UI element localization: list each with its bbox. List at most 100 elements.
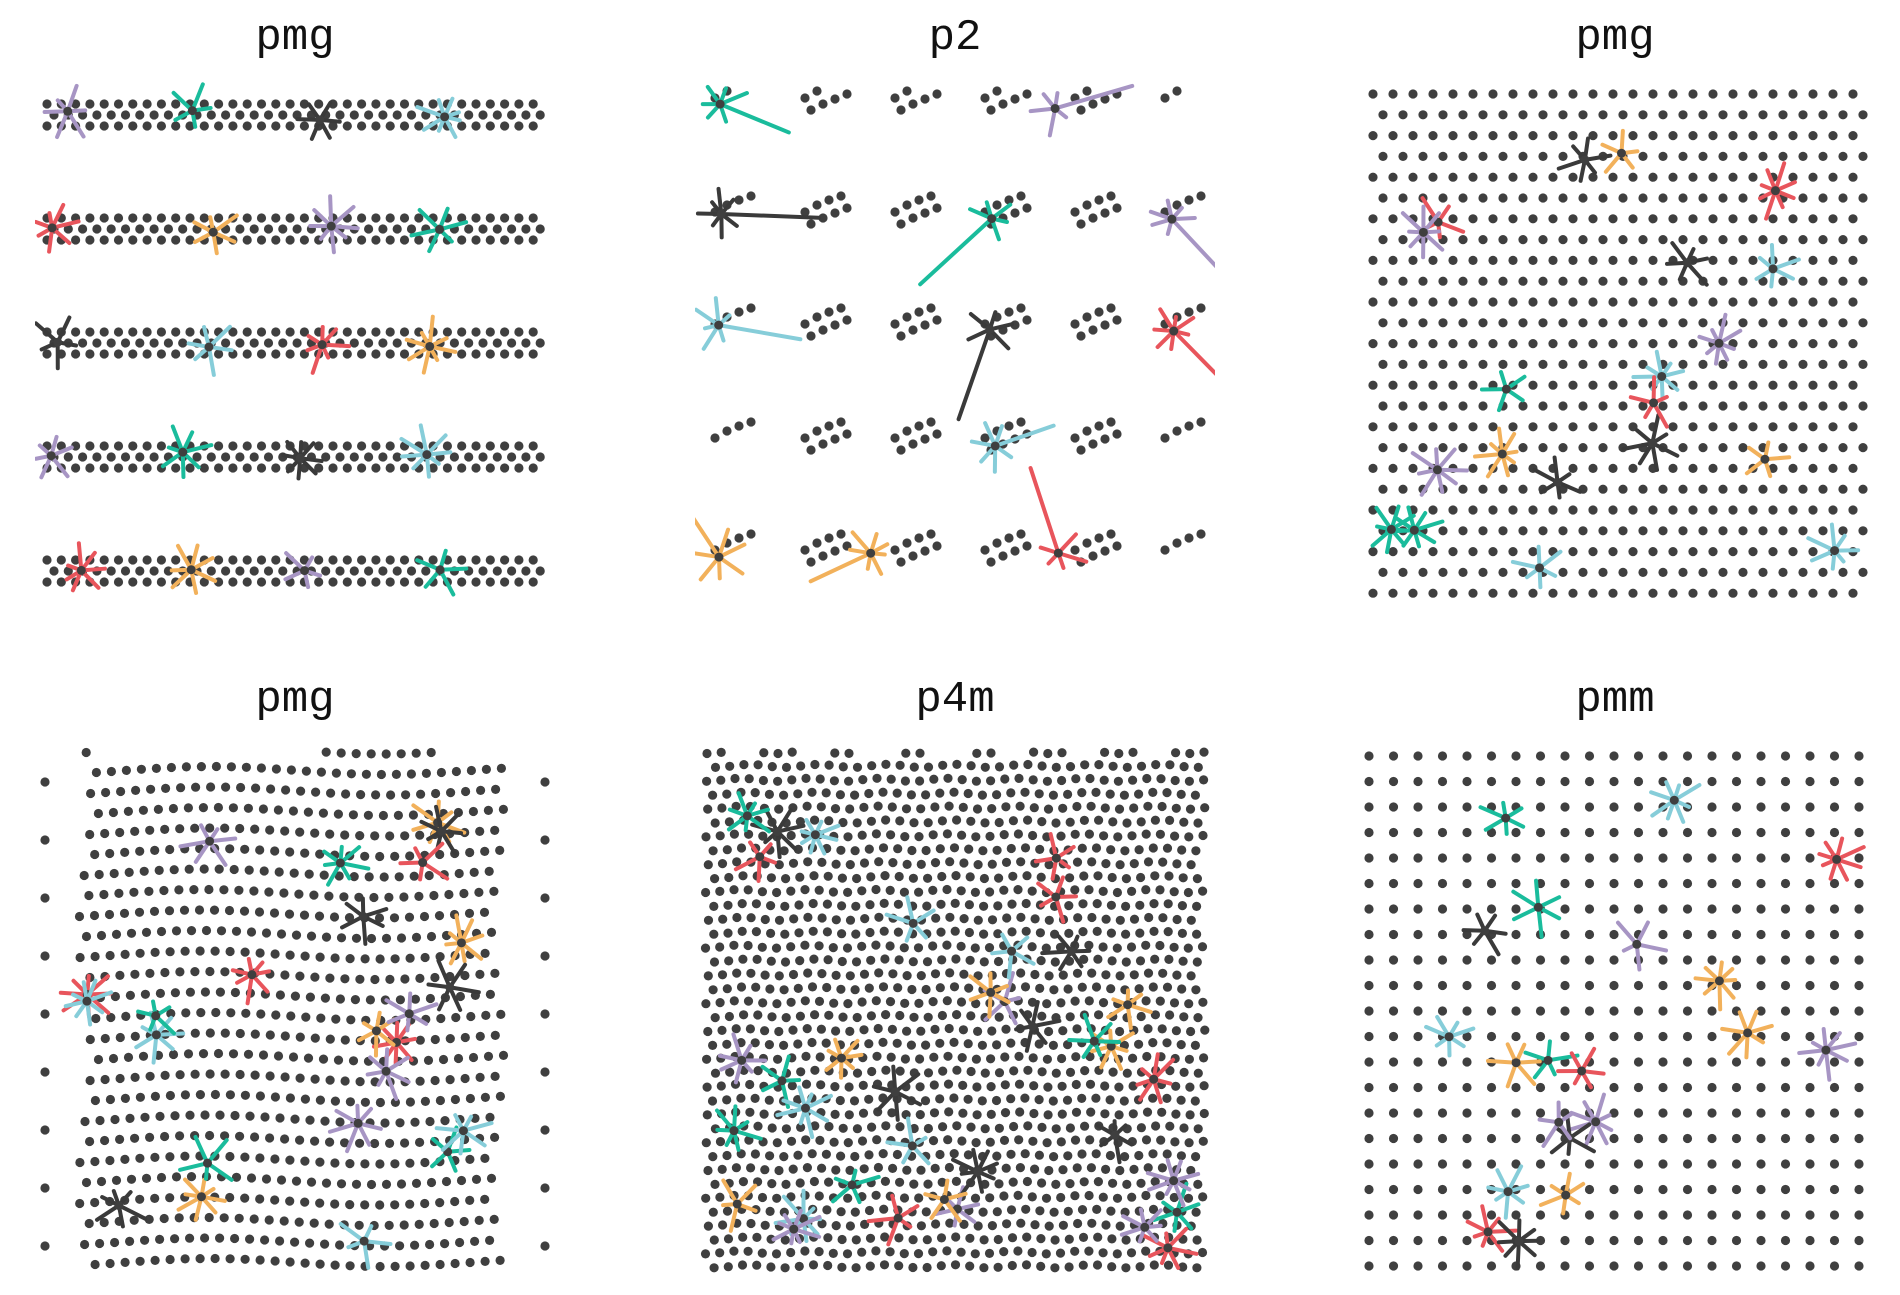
point — [1780, 1057, 1791, 1067]
point — [845, 1165, 855, 1175]
point — [457, 235, 467, 245]
point — [250, 824, 260, 834]
point — [1020, 843, 1031, 853]
point — [345, 1261, 355, 1271]
star-center — [82, 996, 92, 1006]
point — [1608, 214, 1618, 224]
point — [879, 898, 889, 908]
star-arm — [417, 208, 442, 232]
point — [802, 1024, 812, 1034]
point — [881, 815, 891, 825]
star-glyph — [717, 1032, 768, 1085]
point — [184, 864, 194, 874]
point — [780, 901, 790, 911]
point — [199, 99, 209, 109]
point — [1488, 89, 1498, 99]
star-glyph — [356, 1010, 396, 1058]
star-center — [186, 565, 196, 575]
point — [1780, 853, 1791, 863]
star-center — [1444, 1032, 1454, 1042]
point — [932, 541, 942, 551]
point — [757, 1192, 768, 1203]
point — [1518, 235, 1528, 245]
point — [786, 830, 796, 841]
point — [1780, 929, 1791, 940]
point — [718, 914, 728, 924]
point — [280, 1031, 290, 1041]
point — [399, 1220, 409, 1230]
point — [881, 759, 891, 769]
star-center — [893, 1213, 903, 1223]
point — [1808, 588, 1818, 598]
point — [1758, 151, 1768, 161]
point — [1808, 89, 1818, 99]
point — [1078, 1260, 1088, 1270]
star-arm — [436, 958, 452, 990]
point — [1150, 1010, 1160, 1020]
point — [342, 441, 352, 451]
point — [1079, 1177, 1089, 1187]
point — [1184, 1138, 1194, 1148]
point — [1134, 845, 1144, 855]
point — [345, 1097, 355, 1107]
point — [350, 995, 360, 1005]
star-glyph — [1148, 198, 1215, 269]
point — [1688, 89, 1698, 99]
point — [814, 1191, 824, 1201]
point — [1378, 193, 1388, 203]
point — [978, 846, 988, 856]
point — [737, 1260, 748, 1270]
point — [1107, 1234, 1117, 1244]
point — [895, 760, 905, 770]
point — [357, 99, 367, 109]
point — [335, 1240, 345, 1250]
point — [220, 823, 230, 833]
point — [371, 463, 381, 473]
point — [729, 996, 739, 1006]
point — [922, 901, 932, 911]
point — [952, 759, 962, 769]
point — [1065, 873, 1075, 883]
point — [1022, 203, 1032, 213]
point — [1190, 790, 1200, 800]
star-center — [187, 106, 197, 116]
point — [945, 968, 955, 978]
point — [256, 327, 267, 337]
point — [85, 235, 95, 245]
point — [1448, 172, 1458, 182]
point — [1560, 1261, 1570, 1271]
point — [210, 1089, 220, 1100]
point — [1468, 380, 1478, 390]
point — [1658, 401, 1668, 411]
point — [485, 235, 495, 245]
point — [1511, 1108, 1521, 1118]
star-glyph — [384, 991, 439, 1033]
point — [214, 864, 224, 874]
point — [822, 982, 832, 993]
star-glyph — [419, 804, 464, 856]
point — [1598, 484, 1608, 494]
point — [1518, 359, 1528, 369]
star-arm — [1002, 971, 1015, 1004]
point — [1082, 200, 1092, 210]
point — [199, 864, 209, 874]
point — [120, 566, 131, 576]
point — [130, 1133, 140, 1143]
point — [1388, 751, 1399, 761]
point — [1528, 547, 1538, 557]
star-arm — [718, 91, 749, 107]
point — [966, 1066, 976, 1077]
star-glyph — [1370, 504, 1416, 555]
point — [166, 1008, 176, 1019]
star-glyph — [1028, 466, 1089, 570]
point — [1688, 214, 1698, 224]
point — [1486, 1108, 1497, 1118]
point — [295, 971, 305, 981]
star-glyph — [1720, 1009, 1774, 1060]
point — [478, 224, 488, 234]
star-center — [436, 826, 446, 836]
point — [874, 912, 884, 922]
point — [1648, 172, 1658, 182]
point — [1588, 255, 1598, 265]
star-center — [1050, 103, 1060, 113]
